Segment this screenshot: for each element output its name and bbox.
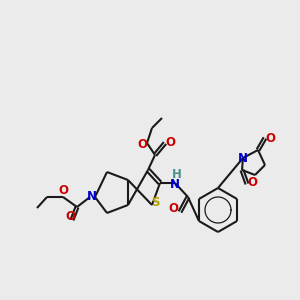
Text: O: O	[58, 184, 68, 196]
Text: H: H	[172, 167, 182, 181]
Text: O: O	[137, 139, 147, 152]
Text: O: O	[65, 209, 75, 223]
Text: O: O	[247, 176, 257, 188]
Text: O: O	[165, 136, 175, 149]
Text: O: O	[265, 131, 275, 145]
Text: N: N	[238, 152, 248, 164]
Text: S: S	[151, 196, 159, 209]
Text: N: N	[87, 190, 97, 203]
Text: N: N	[170, 178, 180, 190]
Text: O: O	[168, 202, 178, 215]
